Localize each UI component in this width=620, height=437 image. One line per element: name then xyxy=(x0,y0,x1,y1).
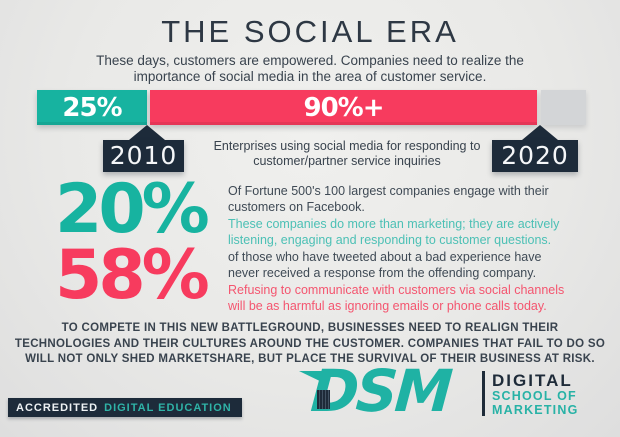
logo-line-school-of: SCHOOL OF xyxy=(492,389,577,403)
stat-58-secondary-text: Refusing to communicate with customers v… xyxy=(228,282,565,313)
pointer-up-2020-icon xyxy=(522,125,558,140)
page-subtitle: These days, customers are empowered. Com… xyxy=(96,53,524,85)
bar-segment-2020-label: 90%+ xyxy=(303,92,384,123)
bar-segment-2010-label: 25% xyxy=(62,92,122,123)
logo-line-marketing: MARKETING xyxy=(492,402,579,417)
pointer-up-2010-icon xyxy=(129,125,165,140)
bar-segment-2020: 90%+ xyxy=(150,90,537,125)
logo-wordmark: DIGITAL SCHOOL OF MARKETING xyxy=(492,371,579,417)
year-box-2020: 2020 xyxy=(492,140,578,172)
conclusion-text: TO COMPETE IN THIS NEW BATTLEGROUND, BUS… xyxy=(14,322,606,366)
dsm-logo-acronym: DSM xyxy=(308,357,453,425)
stat-text-20: Of Fortune 500's 100 largest companies e… xyxy=(228,183,573,248)
logo-line-digital: DIGITAL xyxy=(492,371,573,390)
bar-segment-2010: 25% xyxy=(37,90,147,125)
stat-text-58: of those who have tweeted about a bad ex… xyxy=(228,249,573,314)
year-box-2010: 2010 xyxy=(103,140,184,172)
stat-20-secondary-text: These companies do more than marketing; … xyxy=(228,216,560,247)
logo-divider xyxy=(482,371,485,416)
badge-accredited-label: ACCREDITED xyxy=(16,401,99,414)
page-title: THE SOCIAL ERA xyxy=(161,14,459,49)
bar-segment-remainder xyxy=(541,90,586,125)
dsm-logo-barcode-icon xyxy=(317,390,330,409)
stat-58-primary-text: of those who have tweeted about a bad ex… xyxy=(228,250,542,281)
stat-value-58: 58% xyxy=(55,236,210,315)
timeline-caption: Enterprises using social media for respo… xyxy=(213,139,481,169)
stat-value-20: 20% xyxy=(55,170,210,249)
badge-digital-education-label: DIGITAL EDUCATION xyxy=(104,401,232,414)
accredited-badge: ACCREDITED DIGITAL EDUCATION xyxy=(8,398,242,417)
stat-20-primary-text: Of Fortune 500's 100 largest companies e… xyxy=(228,184,549,215)
